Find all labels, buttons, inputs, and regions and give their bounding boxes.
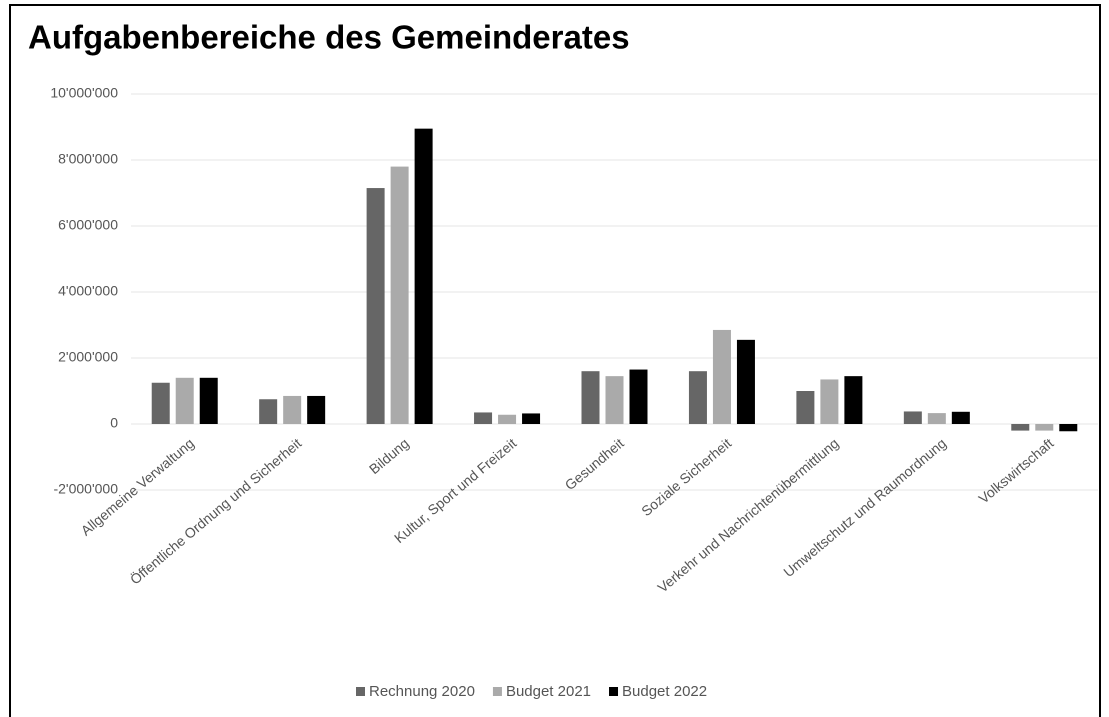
- bar: [844, 376, 863, 424]
- frame: [9, 4, 1101, 717]
- y-tick-label: 4'000'000: [58, 283, 118, 299]
- bar: [474, 412, 493, 424]
- bar: [820, 379, 839, 424]
- y-tick-label: 0: [110, 415, 118, 431]
- x-tick-label: Soziale Sicherheit: [638, 435, 734, 519]
- bar: [1035, 424, 1054, 431]
- bar: [366, 188, 385, 424]
- legend-label: Budget 2022: [622, 683, 707, 700]
- bar: [1011, 424, 1030, 431]
- legend: Rechnung 2020 Budget 2021 Budget 2022: [356, 683, 707, 700]
- legend-swatch: [356, 687, 365, 696]
- x-tick-label: Öffentliche Ordnung und Sicherheit: [126, 434, 304, 588]
- x-tick-label: Gesundheit: [562, 435, 627, 493]
- y-tick-label: 2'000'000: [58, 349, 118, 365]
- bar: [951, 411, 970, 424]
- bar: [307, 395, 326, 424]
- bar: [522, 413, 541, 424]
- bar: [259, 399, 278, 424]
- x-tick-label: Bildung: [366, 435, 412, 477]
- bar: [498, 414, 517, 424]
- bar: [581, 371, 600, 424]
- bar: [283, 395, 302, 424]
- y-tick-label: 8'000'000: [58, 151, 118, 167]
- legend-swatch: [609, 687, 619, 696]
- bar: [199, 377, 218, 424]
- bar: [796, 391, 815, 424]
- y-tick-label: 6'000'000: [58, 217, 118, 233]
- bar: [629, 369, 648, 424]
- bar: [605, 376, 624, 424]
- bar: [736, 339, 755, 424]
- bar: [390, 166, 409, 424]
- bar: [712, 329, 731, 424]
- legend-label: Rechnung 2020: [369, 683, 475, 700]
- bar: [414, 128, 433, 424]
- bar: [151, 382, 170, 424]
- bar: [688, 371, 707, 424]
- legend-swatch: [492, 687, 502, 696]
- y-tick-label: -2'000'000: [53, 481, 118, 497]
- legend-label: Budget 2021: [506, 683, 591, 700]
- x-tick-label: Verkehr und Nachrichtenübermittlung: [654, 435, 841, 596]
- bar: [903, 411, 922, 424]
- bar: [927, 413, 946, 424]
- bar: [175, 377, 194, 424]
- y-tick-label: 10'000'000: [50, 85, 118, 101]
- bar: [1059, 424, 1078, 432]
- chart-title: Aufgabenbereiche des Gemeinderates: [28, 19, 630, 56]
- x-tick-label: Volkswirtschaft: [975, 435, 1056, 507]
